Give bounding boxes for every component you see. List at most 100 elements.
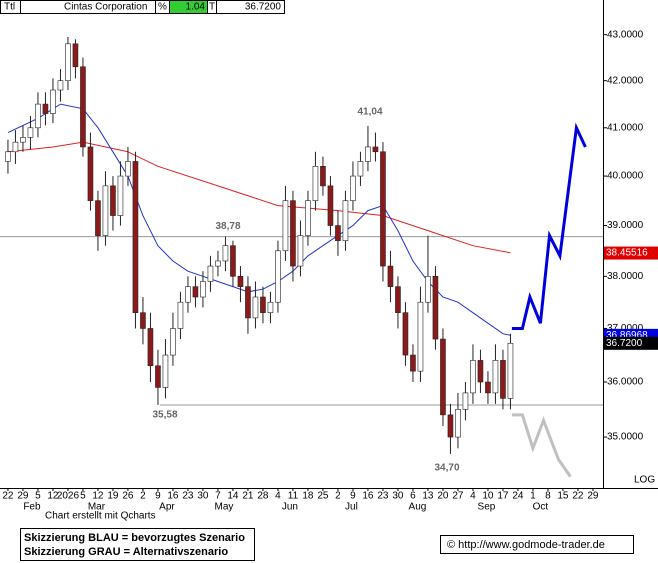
candle-body [485, 381, 491, 394]
x-tick-label: 30 [197, 491, 209, 502]
candle-body [402, 312, 409, 356]
y-tick-label: 42.0000 [607, 75, 644, 86]
candle-body [155, 365, 161, 388]
x-tick-label: 2 [140, 491, 146, 502]
candle-body [477, 360, 484, 383]
legend-gray: Skizzierung GRAU = Alternativszenario [24, 546, 228, 558]
candle-body [200, 281, 206, 298]
company-name: Cintas Corporation [64, 2, 147, 13]
candle-body [252, 296, 259, 319]
month-label: Aug [409, 502, 427, 513]
candle-body [492, 360, 499, 394]
x-tick-label: 22 [2, 491, 14, 502]
candle-body [327, 185, 334, 226]
candle-body [320, 166, 326, 187]
x-tick-label: 18 [302, 491, 314, 502]
candle-body [87, 146, 94, 201]
x-tick-label: 2026 [57, 491, 80, 502]
candle-body [80, 66, 86, 148]
line [7, 141, 511, 254]
x-tick-label: 29 [17, 491, 29, 502]
x-tick-label: 8 [545, 491, 551, 502]
candle-body [50, 89, 56, 114]
candle-body [192, 286, 199, 298]
x-tick-label: 30 [392, 491, 404, 502]
candle-body [42, 103, 49, 114]
x-tick-label: 9 [350, 491, 356, 502]
x-tick-label: 9 [155, 491, 161, 502]
candle-body [312, 166, 319, 201]
change: 1.04 [186, 2, 206, 13]
candle-body [267, 301, 274, 313]
candle-body [222, 245, 229, 262]
x-tick-label: 27 [452, 491, 464, 502]
x-tick-label: 19 [107, 491, 119, 502]
y-tick-label: 41.0000 [607, 122, 644, 133]
x-tick-label: 5 [35, 491, 41, 502]
x-tick-label: 28 [257, 491, 269, 502]
candle-body [305, 200, 311, 236]
candle-body [125, 161, 131, 177]
x-tick-label: 26 [122, 491, 134, 502]
candle-body [425, 276, 431, 303]
last-price: 36.7200 [245, 2, 282, 13]
candle-body [57, 80, 64, 91]
x-tick-label: 4 [275, 491, 281, 502]
month-label: Sep [478, 502, 496, 513]
x-tick-label: 4 [470, 491, 476, 502]
t-label: T [209, 2, 215, 13]
month-label: Jun [282, 502, 298, 513]
log-label: LOG [634, 475, 655, 486]
candle-body [440, 338, 446, 416]
month-label: Mar [88, 502, 106, 513]
credit: Chart erstellt mit Qcharts [45, 511, 156, 522]
candle-body [455, 409, 461, 438]
month-label: May [214, 502, 233, 513]
x-tick-label: 15 [557, 491, 569, 502]
candle-body [290, 200, 296, 267]
candle-body [335, 225, 341, 241]
legend-box [20, 528, 255, 561]
header: Ttl Cintas Corporation % 1.04 T 36.7200 [0, 0, 285, 14]
x-tick-label: 2 [335, 491, 341, 502]
x-tick-label: 1 [530, 491, 536, 502]
candle-body [72, 43, 79, 68]
price-tag [604, 336, 658, 350]
price-tag [604, 246, 658, 260]
x-tick-label: 23 [182, 491, 194, 502]
x-tick-label: 5 [80, 491, 86, 502]
annotation: 41,04 [357, 107, 382, 118]
candle-body [282, 200, 289, 252]
y-tick-label: 39.0000 [607, 220, 644, 231]
candle-body [162, 354, 169, 388]
candle-body [372, 146, 379, 153]
candle-body [5, 151, 11, 162]
month-label: Feb [23, 502, 41, 513]
candle-body [65, 43, 71, 81]
candle-body [500, 360, 506, 399]
candle-body [185, 286, 191, 303]
candle-body [140, 312, 146, 329]
x-tick-label: 13 [422, 491, 434, 502]
x-tick-label: 10 [482, 491, 494, 502]
x-tick-label: 20 [437, 491, 449, 502]
line [511, 122, 587, 330]
x-tick-label: 14 [227, 491, 239, 502]
candle-body [365, 146, 371, 162]
candle-body [207, 265, 214, 282]
y-tick-label: 37.0000 [607, 323, 644, 334]
candle-body [410, 354, 416, 372]
candle-body [470, 360, 476, 394]
annotation: 34,70 [434, 463, 459, 474]
price-tag-label: 36.86968 [606, 330, 648, 341]
level-label: 35,58 [152, 410, 177, 421]
x-tick-label: 16 [362, 491, 374, 502]
x-tick-label: 29 [587, 491, 599, 502]
x-tick-label: 24 [512, 491, 524, 502]
legend-blue: Skizzierung BLAU = bevorzugtes Szenario [24, 532, 245, 544]
candle-body [245, 286, 251, 319]
candle-body [395, 286, 401, 313]
y-tick-label: 35.0000 [607, 432, 644, 443]
